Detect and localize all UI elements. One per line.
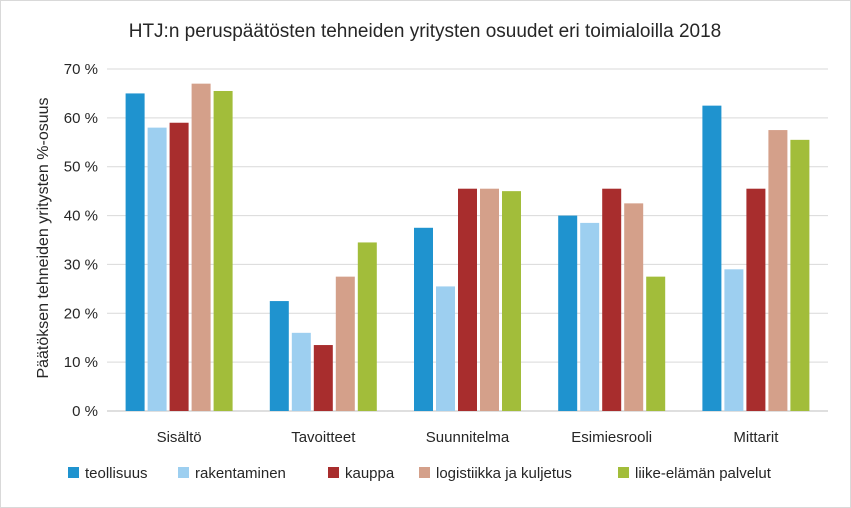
y-tick-label: 70 %	[64, 61, 98, 78]
legend-label: teollisuus	[85, 465, 148, 482]
bar	[169, 122, 189, 411]
legend-swatch	[618, 467, 629, 478]
bar	[213, 90, 233, 411]
legend-label: logistiikka ja kuljetus	[436, 465, 572, 482]
legend-swatch	[178, 467, 189, 478]
bar	[191, 83, 211, 412]
y-tick-label: 10 %	[64, 354, 98, 371]
y-tick-label: 50 %	[64, 159, 98, 176]
x-category-label: Esimiesrooli	[571, 429, 652, 446]
bar	[768, 130, 788, 412]
x-category-label: Suunnitelma	[426, 429, 510, 446]
legend-label: liike-elämän palvelut	[635, 465, 772, 482]
legend-label: kauppa	[345, 465, 395, 482]
bar	[558, 215, 578, 411]
x-axis-categories: Sisältö Tavoitteet Suunnitelma Esimiesrooli…	[157, 429, 780, 446]
bar	[357, 242, 377, 411]
bar	[646, 276, 666, 411]
bar	[724, 269, 744, 411]
bars	[125, 83, 810, 412]
legend-label: rakentaminen	[195, 465, 286, 482]
y-tick-label: 60 %	[64, 110, 98, 127]
bar	[335, 276, 355, 411]
x-category-label: Tavoitteet	[291, 429, 356, 446]
chart-title: HTJ:n peruspäätösten tehneiden yritysten…	[129, 21, 722, 42]
y-axis-label: Päätöksen tehneiden yritysten %-osuus	[35, 97, 52, 378]
bar	[580, 222, 600, 411]
x-category-label: Sisältö	[157, 429, 202, 446]
bar	[414, 227, 433, 411]
legend-swatch	[68, 467, 79, 478]
legend: teollisuus rakentaminen kauppa logistiikka …	[68, 465, 772, 482]
bar	[790, 139, 810, 412]
bar	[702, 105, 722, 412]
y-tick-label: 0 %	[72, 403, 98, 420]
y-tick-label: 30 %	[64, 256, 98, 273]
bar	[125, 93, 145, 411]
bar	[624, 203, 644, 411]
y-tick-label: 40 %	[64, 208, 98, 225]
bar	[502, 191, 521, 411]
x-category-label: Mittarit	[733, 429, 779, 446]
bar	[313, 345, 333, 411]
legend-swatch	[328, 467, 339, 478]
bar	[436, 286, 455, 411]
bar	[746, 188, 766, 411]
y-tick-label: 20 %	[64, 305, 98, 322]
legend-swatch	[419, 467, 430, 478]
bar	[480, 188, 499, 411]
bar	[269, 301, 289, 411]
bar	[147, 127, 167, 411]
y-axis-ticks: 0 % 10 % 20 % 30 % 40 % 50 % 60 % 70 %	[64, 61, 98, 420]
bar	[602, 188, 622, 411]
bar	[291, 332, 311, 411]
bar	[458, 188, 477, 411]
